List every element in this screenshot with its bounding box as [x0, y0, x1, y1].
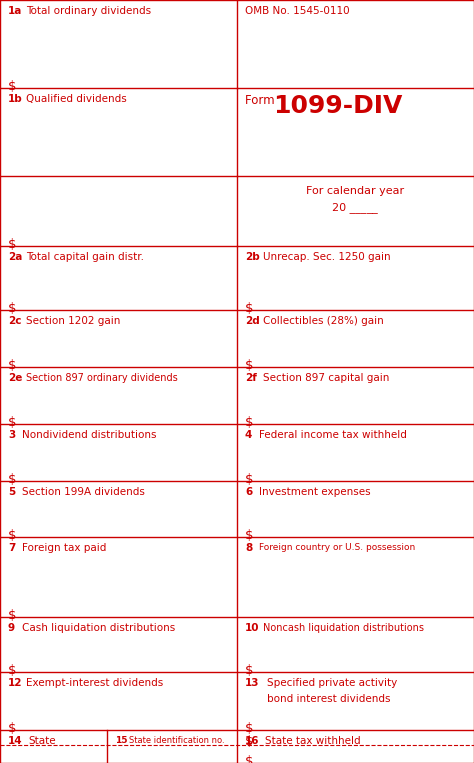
Text: Qualified dividends: Qualified dividends — [26, 94, 127, 104]
Text: Section 199A dividends: Section 199A dividends — [22, 487, 145, 497]
Text: 2d: 2d — [245, 316, 260, 326]
Text: Form: Form — [245, 94, 278, 107]
Text: $: $ — [245, 664, 254, 677]
Text: 6: 6 — [245, 487, 252, 497]
Text: Section 897 capital gain: Section 897 capital gain — [263, 373, 389, 383]
Text: $: $ — [8, 529, 17, 542]
Text: 10: 10 — [245, 623, 259, 633]
Text: $: $ — [245, 735, 254, 748]
Text: Total capital gain distr.: Total capital gain distr. — [26, 252, 144, 262]
Text: 2a: 2a — [8, 252, 22, 262]
Text: $: $ — [245, 722, 254, 735]
Text: 15: 15 — [115, 736, 128, 745]
Text: $: $ — [245, 416, 254, 429]
Text: $: $ — [245, 473, 254, 486]
Text: 13: 13 — [245, 678, 259, 688]
Text: Specified private activity: Specified private activity — [267, 678, 397, 688]
Text: Foreign country or U.S. possession: Foreign country or U.S. possession — [259, 543, 415, 552]
Text: $: $ — [8, 359, 17, 372]
Text: $: $ — [8, 238, 17, 251]
Text: $: $ — [8, 302, 17, 315]
Text: 2f: 2f — [245, 373, 257, 383]
Text: 2b: 2b — [245, 252, 260, 262]
Text: Exempt-interest dividends: Exempt-interest dividends — [26, 678, 163, 688]
Text: $: $ — [8, 473, 17, 486]
Text: 16: 16 — [245, 736, 259, 746]
Text: For calendar year: For calendar year — [306, 186, 404, 196]
Text: Total ordinary dividends: Total ordinary dividends — [26, 6, 151, 16]
Text: $: $ — [245, 359, 254, 372]
Text: 8: 8 — [245, 543, 252, 553]
Text: Nondividend distributions: Nondividend distributions — [22, 430, 156, 440]
Text: 1b: 1b — [8, 94, 23, 104]
Text: $: $ — [245, 302, 254, 315]
Text: 4: 4 — [245, 430, 252, 440]
Text: 14: 14 — [8, 736, 23, 746]
Text: Unrecap. Sec. 1250 gain: Unrecap. Sec. 1250 gain — [263, 252, 391, 262]
Text: $: $ — [8, 664, 17, 677]
Text: Collectibles (28%) gain: Collectibles (28%) gain — [263, 316, 384, 326]
Text: Federal income tax withheld: Federal income tax withheld — [259, 430, 407, 440]
Text: 3: 3 — [8, 430, 15, 440]
Text: 1099-DIV: 1099-DIV — [273, 94, 402, 118]
Text: 7: 7 — [8, 543, 15, 553]
Text: State: State — [28, 736, 55, 746]
Text: Noncash liquidation distributions: Noncash liquidation distributions — [263, 623, 424, 633]
Text: 5: 5 — [8, 487, 15, 497]
Text: 1a: 1a — [8, 6, 22, 16]
Text: 9: 9 — [8, 623, 15, 633]
Text: Section 1202 gain: Section 1202 gain — [26, 316, 120, 326]
Text: 2e: 2e — [8, 373, 22, 383]
Text: $: $ — [245, 529, 254, 542]
Text: $: $ — [8, 416, 17, 429]
Text: OMB No. 1545-0110: OMB No. 1545-0110 — [245, 6, 350, 16]
Text: Foreign tax paid: Foreign tax paid — [22, 543, 106, 553]
Text: $: $ — [245, 755, 254, 763]
Text: Investment expenses: Investment expenses — [259, 487, 371, 497]
Text: $: $ — [8, 80, 17, 93]
Text: $: $ — [8, 609, 17, 622]
Text: State identification no.: State identification no. — [129, 736, 225, 745]
Text: State tax withheld: State tax withheld — [265, 736, 361, 746]
Text: 20 _____: 20 _____ — [332, 202, 378, 213]
Text: 2c: 2c — [8, 316, 21, 326]
Text: Section 897 ordinary dividends: Section 897 ordinary dividends — [26, 373, 178, 383]
Text: Cash liquidation distributions: Cash liquidation distributions — [22, 623, 175, 633]
Text: $: $ — [8, 722, 17, 735]
Text: bond interest dividends: bond interest dividends — [267, 694, 391, 704]
Text: 12: 12 — [8, 678, 22, 688]
